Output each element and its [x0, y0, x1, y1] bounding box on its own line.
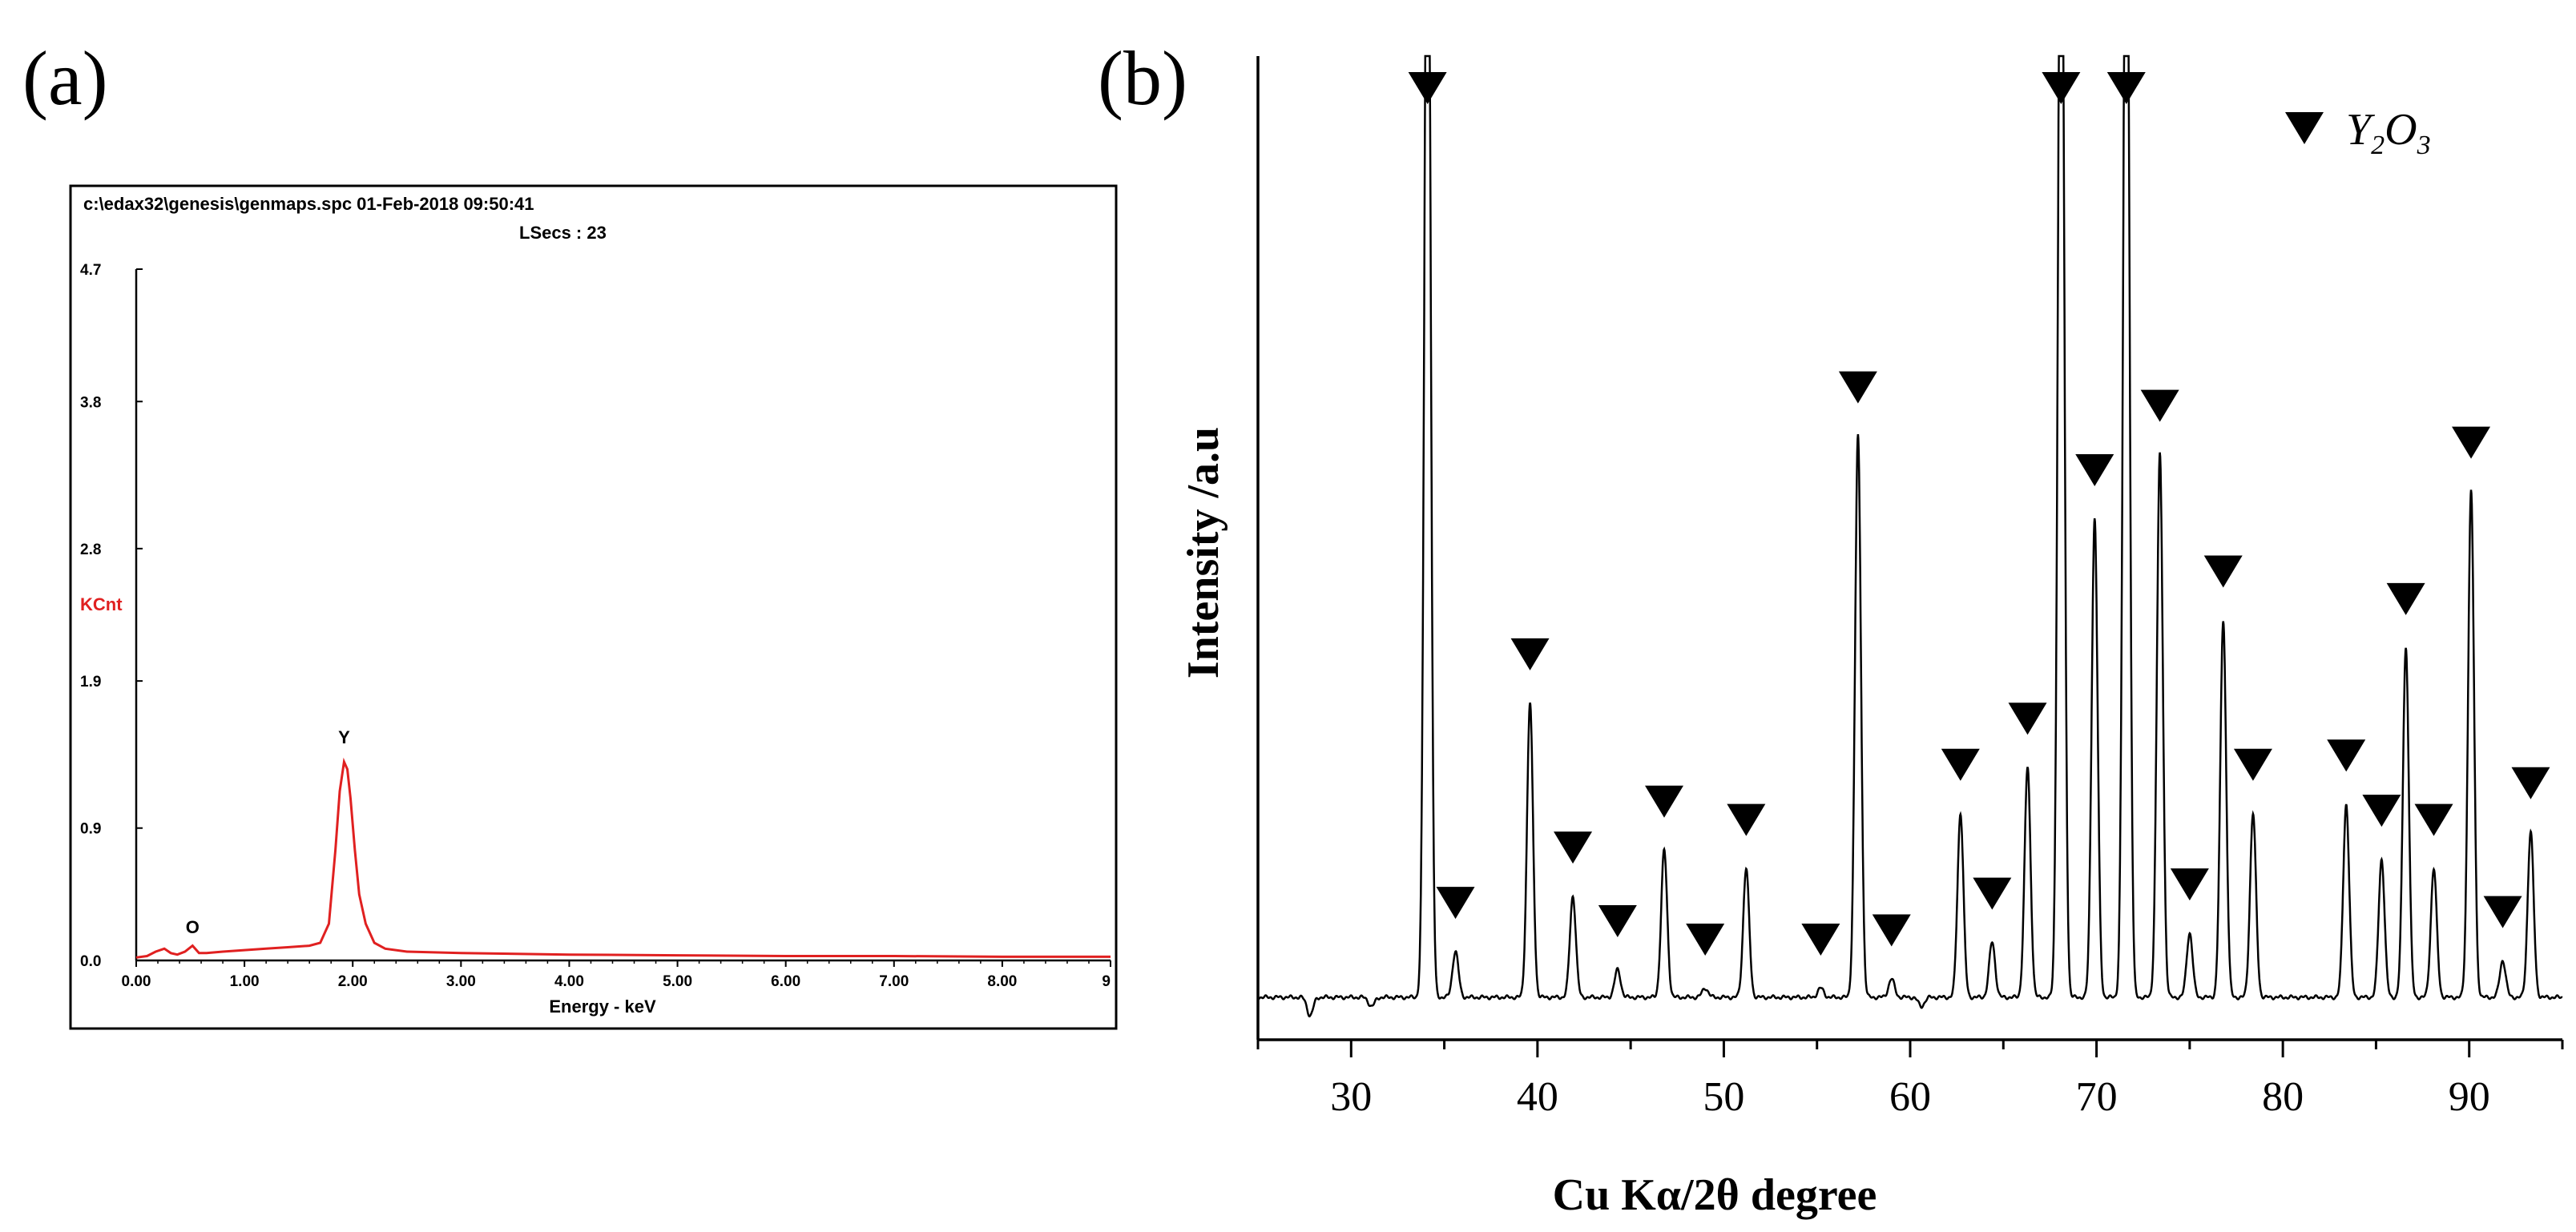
eds-x-tick-label: 9 — [1102, 973, 1111, 990]
xrd-x-tick-label: 80 — [2262, 1074, 2304, 1120]
xrd-x-tick-label: 50 — [1703, 1074, 1744, 1120]
xrd-peak-marker — [1554, 831, 1593, 864]
eds-x-tick-label: 7.00 — [879, 973, 909, 990]
xrd-peak-marker — [2170, 868, 2209, 901]
eds-header-lsecs: LSecs : 23 — [519, 223, 607, 243]
xrd-legend-label: Y2O3 — [2346, 105, 2431, 160]
eds-frame — [69, 184, 1118, 1030]
xrd-peak-marker — [1645, 785, 1684, 818]
eds-x-tick-label: 6.00 — [771, 973, 800, 990]
eds-x-tick-label: 1.00 — [230, 973, 260, 990]
xrd-peak-marker — [2386, 582, 2425, 615]
xrd-x-tick-label: 40 — [1517, 1074, 1558, 1120]
xrd-x-axis-label: Cu Kα/2θ degree — [1553, 1170, 1877, 1220]
eds-y-tick-label: 0.0 — [80, 953, 101, 970]
xrd-peak-marker — [2414, 803, 2453, 836]
eds-peak-labels: OY — [186, 727, 350, 937]
xrd-legend-label-sub2: 2 — [2371, 131, 2385, 160]
xrd-peak-marker — [1727, 803, 1766, 836]
xrd-legend: Y2O3 — [2285, 105, 2431, 160]
xrd-x-tick-label: 60 — [1889, 1074, 1931, 1120]
eds-y-tick-label: 3.8 — [80, 394, 101, 411]
xrd-peak-marker — [1872, 914, 1911, 947]
xrd-x-tick-label: 30 — [1330, 1074, 1372, 1120]
xrd-peak-marker — [1408, 72, 1447, 104]
eds-peak-label: Y — [338, 727, 350, 747]
xrd-peak-marker — [2042, 72, 2081, 104]
xrd-peak-marker — [1686, 924, 1725, 956]
xrd-legend-label-sub3: 3 — [2417, 131, 2431, 160]
eds-ticks: 0.00 1.00 2.00 3.00 4.00 5.00 6.00 7.00 8.00 9 0.0… — [80, 262, 1111, 990]
xrd-peak-marker — [2511, 767, 2550, 799]
eds-header-filename: c:\edax32\genesis\genmaps.spc 01-Feb-201… — [83, 194, 534, 214]
xrd-legend-triangle-icon — [2285, 112, 2324, 144]
eds-x-tick-label: 4.00 — [554, 973, 584, 990]
xrd-peak-marker — [2203, 555, 2243, 588]
xrd-peak-marker — [1598, 905, 1637, 938]
eds-series — [135, 757, 1111, 959]
eds-peak-label: O — [186, 917, 200, 937]
xrd-peak-marker — [2233, 748, 2272, 781]
xrd-peak-marker — [2452, 426, 2491, 459]
eds-x-tick-label: 8.00 — [987, 973, 1017, 990]
eds-axes — [135, 269, 1111, 962]
xrd-peak-marker — [1941, 748, 1980, 781]
xrd-peak-marker — [1801, 924, 1840, 956]
eds-y-axis-label: KCnt — [80, 594, 123, 614]
xrd-peak-marker — [2362, 795, 2401, 827]
xrd-series — [1257, 54, 2563, 1018]
xrd-pattern-line — [1257, 54, 2563, 1018]
eds-y-tick-label: 1.9 — [80, 674, 101, 690]
xrd-peak-marker — [1973, 877, 2012, 910]
xrd-y-axis-label: Intensity /a.u — [1179, 427, 1228, 678]
xrd-peak-marker — [2140, 389, 2179, 422]
xrd-peak-marker — [2106, 72, 2146, 104]
xrd-peak-marker — [2327, 739, 2366, 772]
eds-y-tick-label: 0.9 — [80, 821, 101, 838]
xrd-peak-markers — [1408, 72, 2550, 956]
xrd-legend-label-y: Y — [2346, 105, 2376, 155]
eds-chart: c:\edax32\genesis\genmaps.spc 01-Feb-201… — [69, 184, 1118, 1030]
panel-label-b: (b) — [1098, 35, 1187, 121]
xrd-ticks: 30 40 50 60 70 80 90 — [1256, 1040, 2564, 1120]
xrd-x-tick-label: 70 — [2076, 1074, 2118, 1120]
eds-y-tick-label: 4.7 — [80, 262, 101, 279]
eds-y-tick-label: 2.8 — [80, 542, 101, 558]
xrd-peak-marker — [2483, 896, 2522, 928]
panel-label-a: (a) — [22, 35, 108, 121]
xrd-peak-marker — [2008, 703, 2047, 735]
eds-x-tick-label: 2.00 — [338, 973, 368, 990]
xrd-chart: 30 40 50 60 70 80 90 Cu Kα/2θ degree Intensity… — [1179, 54, 2564, 1220]
xrd-x-tick-label: 90 — [2449, 1074, 2490, 1120]
eds-x-tick-label: 0.00 — [122, 973, 151, 990]
xrd-peak-marker — [1838, 371, 1877, 404]
xrd-peak-marker — [2075, 454, 2114, 487]
eds-x-tick-label: 3.00 — [446, 973, 476, 990]
eds-spectrum-line — [135, 757, 1111, 959]
eds-x-axis-label: Energy - keV — [549, 996, 656, 1017]
xrd-peak-marker — [1510, 638, 1550, 670]
xrd-peak-marker — [1436, 887, 1475, 920]
xrd-legend-label-o: O — [2385, 105, 2417, 155]
eds-x-tick-label: 5.00 — [663, 973, 692, 990]
